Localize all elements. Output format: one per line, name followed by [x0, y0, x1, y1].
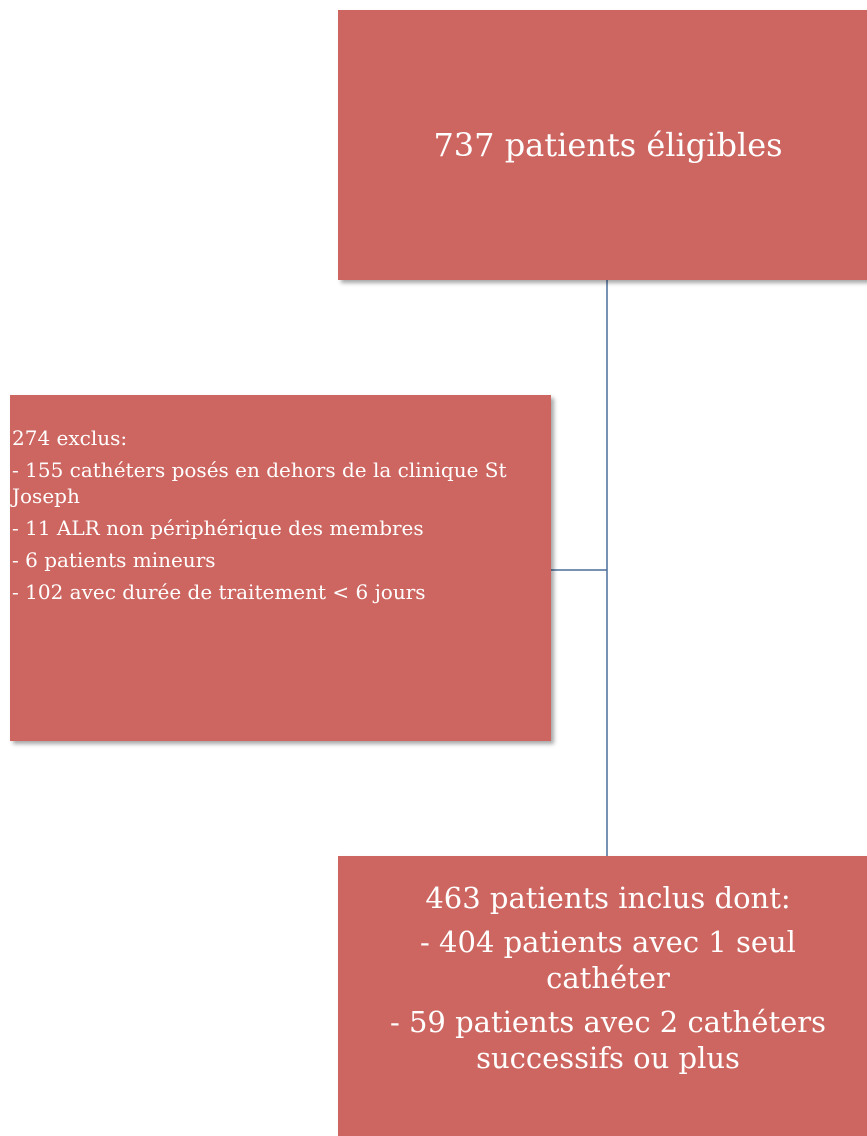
node-item: - 11 ALR non périphérique des membres: [12, 516, 424, 540]
node-label: 463 patients inclus dont:: [425, 881, 791, 915]
node-item: - 102 avec durée de traitement < 6 jours: [12, 580, 426, 604]
node-item: - 404 patients avec 1 seul cathéter: [420, 925, 796, 995]
eligible-box: 737 patients éligibles: [338, 10, 867, 280]
node-item: - 6 patients mineurs: [12, 548, 216, 572]
node-label: 737 patients éligibles: [433, 126, 783, 164]
node-label: 274 exclus:: [12, 426, 128, 450]
node-item: - 155 cathéters posés en dehors de la cl…: [12, 458, 507, 508]
node-item: - 59 patients avec 2 cathéters successif…: [389, 1005, 827, 1075]
included-box: 463 patients inclus dont: - 404 patients…: [338, 856, 867, 1136]
excluded-box: 274 exclus: - 155 cathéters posés en deh…: [10, 395, 551, 741]
